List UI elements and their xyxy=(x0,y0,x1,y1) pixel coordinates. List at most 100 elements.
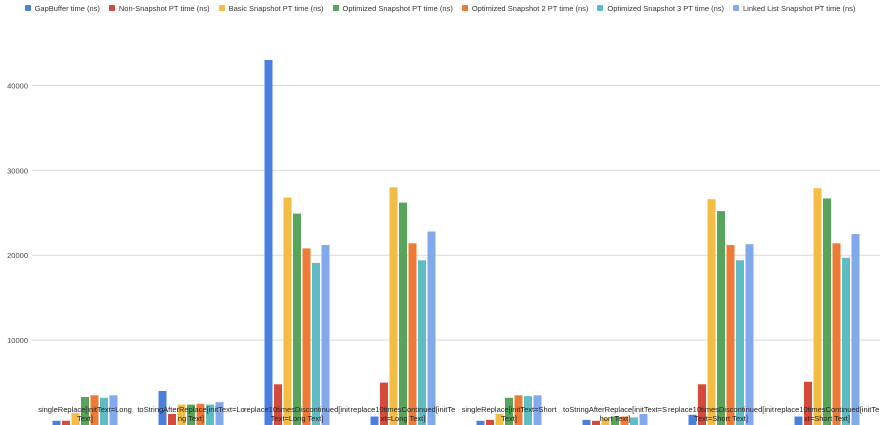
legend-swatch xyxy=(461,5,468,11)
x-category-label-line: xt=Long Text] xyxy=(381,414,426,423)
bar xyxy=(196,403,205,425)
x-category-label: replace10timesDiscontinued[init Text=Long… xyxy=(244,405,351,423)
y-tick-label: 10000 xyxy=(7,336,28,345)
bar xyxy=(168,414,176,425)
bar xyxy=(851,234,860,425)
legend-item: Linked List Snapshot PT time (ns) xyxy=(733,4,855,13)
x-category-label: toStringAfterReplace[initText=S hort Text… xyxy=(563,405,667,423)
bar xyxy=(832,243,841,425)
bar xyxy=(81,397,89,425)
legend-swatch xyxy=(218,5,225,11)
bar xyxy=(533,395,542,425)
bar xyxy=(90,395,99,425)
bar xyxy=(321,245,330,425)
bar xyxy=(380,382,388,425)
bar xyxy=(842,257,850,425)
y-tick-label: 20000 xyxy=(7,251,28,260)
x-category-label: replace10timesDiscontinued[init Text=Shor… xyxy=(668,405,775,423)
bar xyxy=(794,416,803,425)
x-category-label-line: hort Text] xyxy=(600,414,631,423)
legend-item: Optimized Snapshot 3 PT time (ns) xyxy=(597,4,724,13)
bar xyxy=(302,248,311,425)
legend-swatch xyxy=(733,5,739,11)
legend-label: Optimized Snapshot PT time (ns) xyxy=(342,3,453,13)
bar xyxy=(514,395,523,425)
legend-label: Non-Snapshot PT time (ns) xyxy=(118,3,210,13)
bar xyxy=(476,420,485,425)
bar xyxy=(630,417,638,425)
legend-item: Optimized Snapshot PT time (ns) xyxy=(332,3,453,13)
bar xyxy=(389,187,398,425)
bar xyxy=(486,419,494,425)
bar xyxy=(370,416,379,425)
x-category-label-line: Text=Long Text] xyxy=(271,414,324,423)
x-category-label: singleReplace[initText=Long Text] xyxy=(38,405,132,423)
bar xyxy=(582,419,591,425)
bar xyxy=(52,420,61,425)
bar xyxy=(505,397,513,425)
bar xyxy=(639,414,648,425)
x-category-label-line: replace10timesDiscontinued[init xyxy=(668,405,775,414)
legend-swatch xyxy=(24,5,31,11)
bar xyxy=(408,243,417,425)
x-category-label: toStringAfterReplace[initText=Lo ng Text] xyxy=(137,405,244,423)
x-category-label-line: singleReplace[initText=Long xyxy=(38,405,132,414)
x-category-label-line: Text=Short Text] xyxy=(694,414,748,423)
bar xyxy=(418,260,426,425)
x-category-label: singleReplace[initText=Short Text] xyxy=(462,405,558,423)
bar xyxy=(312,262,320,425)
x-category-label-line: Text] xyxy=(77,414,93,423)
bar xyxy=(158,391,167,425)
legend-swatch xyxy=(332,5,339,11)
x-category-label-line: Text] xyxy=(501,414,517,423)
legend-item: Basic Snapshot PT time (ns) xyxy=(218,3,324,13)
bar xyxy=(206,404,214,425)
bar xyxy=(698,384,706,425)
legend-item: Optimized Snapshot 2 PT time (ns) xyxy=(461,3,589,13)
x-category-label-line: toStringAfterReplace[initText=S xyxy=(563,405,667,414)
bar xyxy=(264,60,273,425)
legend-swatch xyxy=(108,5,115,11)
bar xyxy=(804,381,812,425)
x-category-label-line: replace10timesContinued[initTe xyxy=(351,405,456,414)
bar xyxy=(726,245,735,425)
bar xyxy=(71,413,80,425)
legend-label: Basic Snapshot PT time (ns) xyxy=(228,3,324,13)
bar xyxy=(495,414,504,425)
y-tick-label: 30000 xyxy=(7,166,28,175)
bar xyxy=(62,420,70,425)
bar xyxy=(707,199,716,425)
x-category-label-line: toStringAfterReplace[initText=Lo xyxy=(137,405,244,414)
x-category-label-line: singleReplace[initText=Short xyxy=(462,405,558,414)
bar xyxy=(813,188,822,425)
bar xyxy=(283,197,292,425)
bar xyxy=(592,420,600,425)
bar xyxy=(109,395,118,425)
bar xyxy=(215,402,224,425)
bar xyxy=(611,416,619,425)
x-category-label-line: replace10timesDiscontinued[init xyxy=(244,405,351,414)
bar xyxy=(524,396,532,425)
bar xyxy=(688,414,697,425)
y-tick-label: 40000 xyxy=(7,81,28,90)
legend-item: GapBuffer time (ns) xyxy=(24,3,100,13)
bar xyxy=(745,244,754,425)
legend-item: Non-Snapshot PT time (ns) xyxy=(108,3,210,13)
x-category-label: replace10timesContinued[initTe xt=Short T… xyxy=(775,405,880,423)
bar xyxy=(823,198,831,425)
legend-label: Linked List Snapshot PT time (ns) xyxy=(743,3,856,13)
bar xyxy=(620,416,629,425)
bar xyxy=(274,384,282,425)
x-category-label-line: ng Text] xyxy=(178,414,204,423)
legend-label: Optimized Snapshot 2 PT time (ns) xyxy=(471,3,589,13)
bar xyxy=(100,397,108,425)
bar xyxy=(399,202,407,425)
bar xyxy=(293,213,301,425)
bar xyxy=(427,231,436,425)
x-category-label-line: xt=Short Text] xyxy=(804,414,850,423)
bar xyxy=(717,211,725,425)
legend-label: Optimized Snapshot 3 PT time (ns) xyxy=(607,3,724,13)
x-category-label: replace10timesContinued[initTe xt=Long Te… xyxy=(351,405,456,423)
x-category-label-line: replace10timesContinued[initTe xyxy=(775,405,880,414)
legend-label: GapBuffer time (ns) xyxy=(34,3,100,13)
